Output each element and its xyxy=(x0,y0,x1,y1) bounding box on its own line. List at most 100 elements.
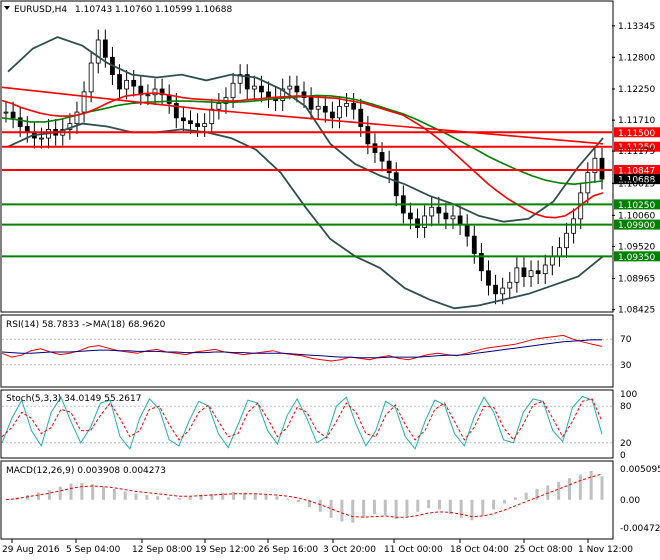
rsi-axis-label: 30 xyxy=(620,361,632,371)
price-candle-body xyxy=(542,264,548,275)
price-candle-body xyxy=(173,103,179,119)
bollinger-upper-line xyxy=(7,36,604,223)
price-candle-body xyxy=(237,74,243,84)
price-candle-body xyxy=(74,111,80,125)
price-candle-body xyxy=(188,120,193,125)
level-price-tag xyxy=(614,251,660,262)
price-axis-label: 1.11175 xyxy=(618,147,655,157)
price-candle-body xyxy=(209,108,215,125)
time-axis: 29 Aug 2016 5 Sep 04:00 12 Sep 08:00 19 Sep… xyxy=(2,539,633,555)
ohlc-close: 1.10688 xyxy=(195,5,232,15)
level-price-tag xyxy=(614,199,660,210)
price-candle-body xyxy=(195,123,200,127)
price-candle-body xyxy=(216,103,222,110)
level-price-label: 1.09350 xyxy=(618,253,655,263)
price-candle-body xyxy=(344,103,349,107)
price-candle-body xyxy=(337,105,342,119)
price-candle-body xyxy=(102,39,108,58)
price-candle-body xyxy=(415,218,420,228)
symbol-dropdown-icon[interactable] xyxy=(4,6,10,10)
price-candle-body xyxy=(571,218,577,234)
macd-panel-frame xyxy=(0,460,614,540)
stoch-k-line xyxy=(1,395,603,450)
price-candle-body xyxy=(152,88,158,96)
ohlc-low: 1.10599 xyxy=(155,5,192,15)
price-candle-body xyxy=(159,88,165,96)
price-axis-label: 1.12800 xyxy=(618,53,655,63)
time-axis-label: 5 Sep 04:00 xyxy=(66,545,121,555)
level-price-label: 1.11250 xyxy=(618,143,655,153)
price-candle-body xyxy=(329,111,335,119)
price-candle-body xyxy=(358,108,364,127)
stoch-d-line xyxy=(1,398,603,441)
rsi-label: RSI(14) 58.7833 ->MA(18) 68.9620 xyxy=(6,320,166,330)
level-price-tag xyxy=(614,164,660,175)
price-candle-body xyxy=(202,123,208,127)
time-axis-label: 11 Oct 00:00 xyxy=(384,545,443,555)
price-axis-label: 1.13345 xyxy=(618,22,655,32)
symbol-label: EURUSD,H4 xyxy=(14,5,67,15)
price-candle-body xyxy=(514,267,520,283)
macd-label: MACD(12,26,9) 0.003908 0.004273 xyxy=(6,466,166,476)
time-axis-label: 1 Nov 12:00 xyxy=(578,545,633,555)
rsi-ma-line xyxy=(1,339,603,359)
price-candle-body xyxy=(557,247,562,257)
price-candle-body xyxy=(81,91,87,113)
rsi-line xyxy=(1,334,603,362)
moving-average-red-slow-line xyxy=(1,86,604,145)
price-candle-body xyxy=(535,270,541,275)
price-candle-body xyxy=(95,39,101,64)
price-axis-label: 1.11710 xyxy=(618,116,655,126)
price-candle-body xyxy=(351,103,357,110)
price-candle-body xyxy=(429,206,435,217)
time-axis-label: 12 Sep 08:00 xyxy=(132,545,192,555)
price-candle-body xyxy=(251,85,257,90)
price-candle-body xyxy=(88,62,94,93)
price-candle-body xyxy=(280,88,286,101)
price-candle-body xyxy=(549,255,555,266)
rsi-axis-label: 70 xyxy=(620,335,632,345)
macd-axis-label: 0.00 xyxy=(620,496,640,506)
price-candle-body xyxy=(422,215,428,228)
price-axis: 1.13345 1.12800 1.12250 1.11710 1.11175 1.106… xyxy=(612,22,655,316)
macd-axis-label: 0.005095 xyxy=(620,465,660,475)
price-candle-body xyxy=(521,267,527,277)
price-candle-body xyxy=(592,157,598,174)
level-price-label: 1.10847 xyxy=(618,166,655,176)
stoch-axis-label: 80 xyxy=(620,402,632,412)
price-axis-label: 1.08425 xyxy=(618,306,655,316)
stoch-panel-frame xyxy=(0,389,614,459)
price-candle-body xyxy=(599,157,605,180)
level-price-tag xyxy=(614,174,660,185)
price-candle-body xyxy=(507,281,513,289)
price-candle-body xyxy=(500,287,506,295)
level-price-tag xyxy=(614,141,660,152)
price-candle-body xyxy=(443,212,449,220)
price-candle-body xyxy=(294,85,300,93)
price-candle-body xyxy=(436,206,442,214)
price-candle-body xyxy=(493,284,498,295)
price-candle-body xyxy=(393,172,399,197)
time-axis-label: 25 Oct 08:00 xyxy=(514,545,573,555)
time-axis-label: 3 Oct 20:00 xyxy=(323,545,376,555)
price-candle-body xyxy=(457,215,463,226)
price-axis-label: 1.10615 xyxy=(618,179,655,189)
time-axis-label: 26 Sep 16:00 xyxy=(258,545,318,555)
price-candle-body xyxy=(365,126,371,145)
level-price-label: 1.10688 xyxy=(618,176,655,186)
time-axis-label: 19 Sep 12:00 xyxy=(195,545,255,555)
price-candle-body xyxy=(131,79,137,87)
price-candle-body xyxy=(450,215,456,220)
price-axis-label: 1.09520 xyxy=(618,243,655,253)
price-candle-body xyxy=(301,91,307,99)
price-candle-body xyxy=(259,85,264,93)
price-candle-body xyxy=(10,111,16,119)
price-candle-body xyxy=(117,74,122,90)
macd-indicator: 0.005095 0.00 -0.004727 xyxy=(5,465,660,534)
time-axis-label: 18 Oct 04:00 xyxy=(450,545,509,555)
price-candle-body xyxy=(17,117,23,127)
moving-average-red-line xyxy=(1,92,604,219)
price-candle-body xyxy=(408,212,413,220)
